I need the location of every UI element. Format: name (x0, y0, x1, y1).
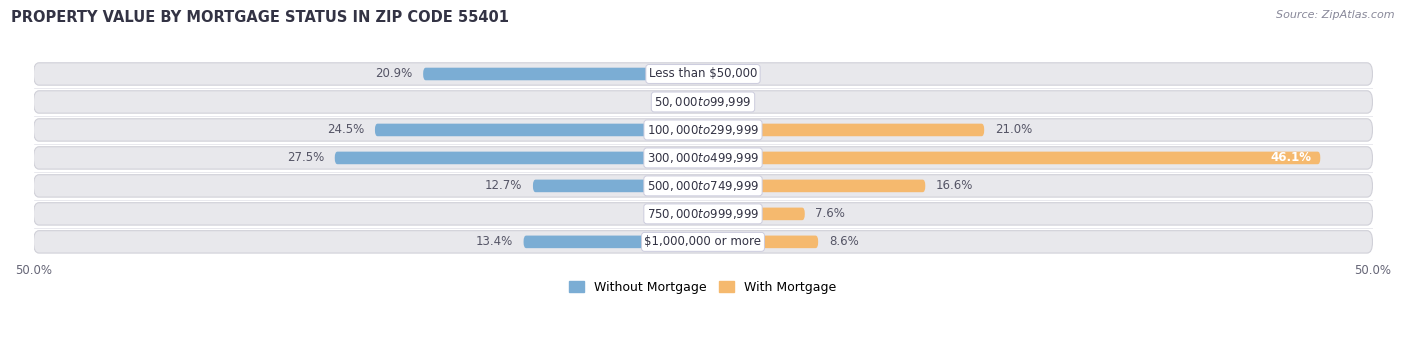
FancyBboxPatch shape (34, 119, 1372, 141)
Text: 7.6%: 7.6% (815, 207, 845, 220)
Text: 46.1%: 46.1% (1271, 151, 1312, 165)
FancyBboxPatch shape (703, 124, 984, 136)
Text: 1.1%: 1.1% (648, 207, 678, 220)
FancyBboxPatch shape (335, 152, 703, 164)
Text: 27.5%: 27.5% (287, 151, 323, 165)
FancyBboxPatch shape (703, 236, 818, 248)
Legend: Without Mortgage, With Mortgage: Without Mortgage, With Mortgage (564, 276, 842, 299)
FancyBboxPatch shape (34, 231, 1372, 253)
Text: 20.9%: 20.9% (375, 67, 412, 81)
Text: $500,000 to $749,999: $500,000 to $749,999 (647, 179, 759, 193)
Text: $300,000 to $499,999: $300,000 to $499,999 (647, 151, 759, 165)
Text: $50,000 to $99,999: $50,000 to $99,999 (654, 95, 752, 109)
FancyBboxPatch shape (523, 236, 703, 248)
FancyBboxPatch shape (533, 180, 703, 192)
FancyBboxPatch shape (375, 124, 703, 136)
Text: 0.0%: 0.0% (668, 96, 697, 108)
Text: 8.6%: 8.6% (830, 235, 859, 248)
Text: 13.4%: 13.4% (475, 235, 513, 248)
Text: 0.0%: 0.0% (709, 96, 738, 108)
Text: 0.0%: 0.0% (709, 67, 738, 81)
FancyBboxPatch shape (689, 208, 703, 220)
Text: 24.5%: 24.5% (328, 123, 364, 136)
Text: $100,000 to $299,999: $100,000 to $299,999 (647, 123, 759, 137)
FancyBboxPatch shape (703, 152, 1320, 164)
FancyBboxPatch shape (703, 180, 925, 192)
FancyBboxPatch shape (423, 68, 703, 80)
Text: Source: ZipAtlas.com: Source: ZipAtlas.com (1277, 10, 1395, 20)
Text: 16.6%: 16.6% (936, 180, 973, 192)
Text: 21.0%: 21.0% (995, 123, 1032, 136)
Text: 12.7%: 12.7% (485, 180, 522, 192)
FancyBboxPatch shape (34, 175, 1372, 197)
FancyBboxPatch shape (34, 63, 1372, 85)
FancyBboxPatch shape (34, 91, 1372, 113)
FancyBboxPatch shape (34, 203, 1372, 225)
Text: $750,000 to $999,999: $750,000 to $999,999 (647, 207, 759, 221)
Text: $1,000,000 or more: $1,000,000 or more (644, 235, 762, 248)
FancyBboxPatch shape (34, 147, 1372, 169)
Text: PROPERTY VALUE BY MORTGAGE STATUS IN ZIP CODE 55401: PROPERTY VALUE BY MORTGAGE STATUS IN ZIP… (11, 10, 509, 25)
FancyBboxPatch shape (703, 208, 804, 220)
Text: Less than $50,000: Less than $50,000 (648, 67, 758, 81)
